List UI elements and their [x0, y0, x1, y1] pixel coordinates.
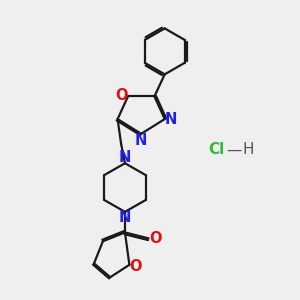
Text: N: N: [135, 133, 147, 148]
Text: N: N: [118, 210, 130, 225]
Text: O: O: [130, 259, 142, 274]
Text: Cl: Cl: [208, 142, 224, 158]
Text: N: N: [118, 150, 130, 165]
Text: O: O: [115, 88, 128, 103]
Text: H: H: [243, 142, 254, 158]
Text: N: N: [165, 112, 177, 127]
Text: —: —: [226, 142, 242, 158]
Text: O: O: [149, 231, 161, 246]
